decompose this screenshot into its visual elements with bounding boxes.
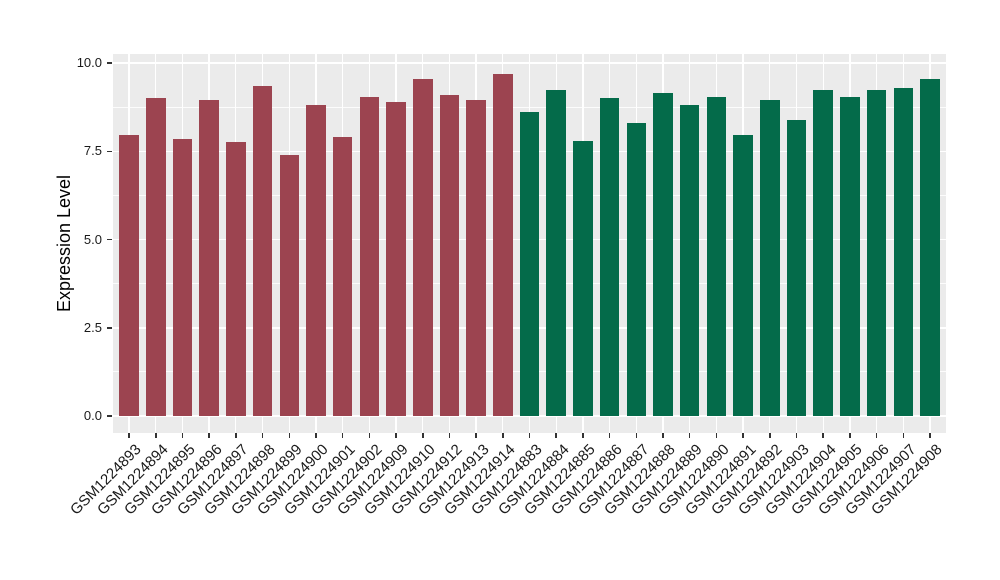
x-tick	[181, 433, 184, 438]
bar	[306, 105, 326, 416]
y-tick	[107, 62, 112, 64]
bar	[279, 154, 299, 416]
x-tick	[422, 433, 424, 438]
bar	[626, 123, 646, 416]
x-tick	[208, 433, 210, 438]
y-tick	[107, 150, 112, 152]
plot-panel	[113, 54, 946, 433]
x-tick	[715, 433, 718, 438]
y-tick-label: 5.0	[83, 231, 102, 247]
x-tick	[929, 433, 931, 438]
bar	[706, 96, 727, 416]
bar	[332, 137, 353, 416]
y-tick	[107, 415, 112, 417]
x-tick	[341, 433, 344, 438]
bar	[466, 100, 486, 416]
bar	[813, 89, 833, 416]
x-tick	[902, 433, 904, 438]
bar	[866, 89, 887, 416]
bar	[439, 94, 460, 416]
x-tick	[875, 433, 878, 438]
bar	[199, 100, 219, 416]
x-tick	[448, 433, 451, 438]
x-tick	[795, 433, 798, 438]
bar	[893, 87, 913, 416]
y-tick	[107, 238, 112, 241]
bar	[146, 98, 166, 416]
bar	[413, 78, 433, 416]
major-gridline-y	[113, 415, 946, 417]
x-tick	[662, 433, 664, 438]
major-gridline-y	[113, 62, 946, 64]
bar	[920, 78, 940, 416]
bar	[172, 138, 193, 416]
x-tick	[849, 433, 851, 438]
bar	[359, 96, 380, 416]
x-tick	[502, 433, 504, 438]
y-tick-label: 2.5	[83, 319, 102, 335]
x-tick	[261, 433, 264, 438]
x-tick	[368, 433, 371, 438]
y-tick-label: 7.5	[83, 143, 102, 159]
bar	[226, 142, 246, 416]
bar	[733, 135, 753, 416]
bar	[786, 119, 807, 416]
x-tick	[555, 433, 557, 438]
bar	[493, 73, 513, 416]
x-tick	[635, 433, 637, 438]
bar	[252, 85, 273, 416]
bar	[519, 112, 540, 416]
bar	[653, 93, 673, 416]
bar	[840, 96, 860, 416]
x-tick	[288, 433, 290, 438]
x-tick	[822, 433, 824, 438]
bar	[386, 101, 406, 416]
x-tick	[315, 433, 317, 438]
bar	[760, 100, 780, 416]
x-tick	[769, 433, 771, 438]
x-tick	[608, 433, 611, 438]
x-tick	[742, 433, 744, 438]
y-tick-label: 10.0	[76, 55, 102, 70]
bar	[546, 89, 566, 416]
x-tick	[582, 433, 584, 438]
y-tick	[107, 327, 112, 329]
x-tick	[528, 433, 531, 438]
x-tick	[395, 433, 397, 438]
x-tick	[128, 433, 130, 438]
bar	[679, 105, 700, 416]
x-tick	[155, 433, 157, 438]
x-tick	[235, 433, 237, 438]
x-tick	[688, 433, 691, 438]
bar	[599, 98, 620, 416]
x-tick	[475, 433, 477, 438]
bar	[119, 135, 139, 416]
bar	[573, 140, 593, 416]
y-tick-label: 0.0	[83, 408, 102, 423]
